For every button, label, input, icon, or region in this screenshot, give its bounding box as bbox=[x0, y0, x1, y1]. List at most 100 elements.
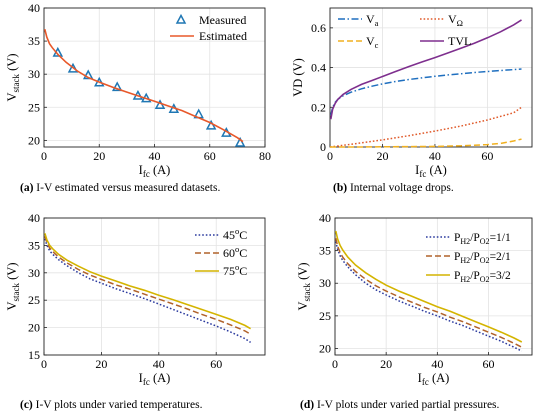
series-line-3 bbox=[330, 19, 522, 120]
y-tick-label: 35 bbox=[319, 244, 331, 258]
legend-label-sub2: O2 bbox=[480, 237, 490, 246]
legend-label-tail: =2/1 bbox=[490, 251, 511, 263]
y-axis-label-main: V bbox=[296, 301, 310, 310]
series-line-1 bbox=[329, 106, 522, 148]
x-axis-label: Ifc (A) bbox=[139, 371, 171, 387]
legend-marker bbox=[175, 13, 187, 24]
x-tick-label: 60 bbox=[204, 149, 216, 163]
y-axis-label-unit: (V) bbox=[5, 53, 19, 73]
legend-label-mid: /P bbox=[470, 270, 480, 282]
x-axis-label-sub: fc bbox=[422, 377, 429, 387]
data-point-measured bbox=[234, 136, 246, 147]
x-axis-label-unit: (A) bbox=[150, 163, 170, 177]
legend-label-mid: /P bbox=[470, 232, 480, 244]
legend-label: Estimated bbox=[199, 29, 247, 43]
y-axis-label: Vstack (V) bbox=[5, 262, 21, 310]
x-axis-label-unit: (A) bbox=[150, 371, 170, 385]
x-tick-label: 20 bbox=[95, 357, 107, 371]
x-axis-label-sub: fc bbox=[419, 169, 426, 179]
x-tick-label: 40 bbox=[429, 149, 441, 163]
series-line-0 bbox=[335, 241, 523, 352]
legend-label-main: V bbox=[366, 12, 375, 26]
caption-b: (b) Internal voltage drops. bbox=[333, 182, 454, 194]
y-tick-label: 0.6 bbox=[311, 21, 326, 35]
caption-d: (d) I-V plots under varied partial press… bbox=[300, 399, 499, 411]
legend-label-main: 60 bbox=[223, 246, 235, 260]
series-line-0 bbox=[44, 238, 252, 344]
legend-label-main: TVL bbox=[448, 34, 471, 48]
legend-label-sub2: O2 bbox=[480, 275, 490, 284]
y-axis-label-sub: stack bbox=[11, 73, 21, 92]
y-axis-label: Vstack (V) bbox=[5, 53, 21, 101]
legend-label-main: 45 bbox=[223, 228, 235, 242]
legend: Measured Estimated bbox=[170, 13, 247, 43]
y-tick-label: 20 bbox=[28, 133, 40, 147]
y-axis-label-main: V bbox=[5, 301, 19, 310]
x-tick-label: 0 bbox=[41, 149, 47, 163]
legend-label-degree: o bbox=[235, 226, 239, 236]
data-point-measured bbox=[67, 62, 79, 73]
x-axis-label-unit: (A) bbox=[426, 163, 446, 177]
legend-label-sub: c bbox=[375, 40, 379, 50]
x-tick-label: 60 bbox=[210, 357, 222, 371]
series-line-1 bbox=[44, 29, 244, 143]
legend-label-sub: Ω bbox=[457, 18, 463, 28]
legend-label-tail: =1/1 bbox=[490, 232, 511, 244]
y-tick-label: 40 bbox=[28, 1, 40, 15]
y-axis-label: VD (V) bbox=[291, 58, 305, 97]
legend-label-main: V bbox=[366, 34, 375, 48]
legend-label-tail: =3/2 bbox=[490, 270, 511, 282]
legend-label-unit: C bbox=[239, 246, 247, 260]
y-axis-label-unit: (V) bbox=[5, 262, 19, 282]
legend-label: Va bbox=[366, 12, 379, 28]
x-axis-label-unit: (A) bbox=[429, 371, 449, 385]
y-tick-label: 30 bbox=[28, 266, 40, 280]
y-tick-label: 0 bbox=[320, 140, 326, 154]
axes-frame bbox=[334, 217, 533, 356]
legend-label-p: P bbox=[454, 232, 460, 244]
x-tick-label: 20 bbox=[380, 357, 392, 371]
y-tick-label: 35 bbox=[28, 238, 40, 252]
data-point-measured bbox=[82, 69, 94, 80]
y-tick-label: 30 bbox=[28, 67, 40, 81]
legend-label-degree: o bbox=[235, 244, 239, 254]
caption-d-letter: (d) bbox=[300, 399, 315, 411]
legend-label-sub: a bbox=[375, 18, 379, 28]
x-axis-label-sub: fc bbox=[143, 377, 150, 387]
y-tick-label: 0.2 bbox=[311, 100, 326, 114]
legend-label: Vc bbox=[366, 34, 379, 50]
legend-label-degree: o bbox=[235, 262, 239, 272]
y-tick-label: 35 bbox=[28, 34, 40, 48]
series-line-0 bbox=[330, 68, 522, 116]
legend-label-unit: C bbox=[239, 228, 247, 242]
y-tick-label: 25 bbox=[319, 309, 331, 323]
legend-label-main: 75 bbox=[223, 264, 235, 278]
x-tick-label: 0 bbox=[332, 357, 338, 371]
y-tick-label: 0.4 bbox=[311, 61, 326, 75]
x-axis-label: Ifc (A) bbox=[418, 371, 450, 387]
y-axis-label-sub: stack bbox=[11, 282, 21, 301]
legend-label: 45oC bbox=[223, 226, 247, 242]
y-tick-label: 30 bbox=[319, 276, 331, 290]
x-axis-label: Ifc (A) bbox=[139, 163, 171, 179]
x-tick-label: 60 bbox=[483, 357, 495, 371]
x-axis-label-main: I bbox=[415, 163, 419, 177]
y-axis-label-unit: (V) bbox=[296, 262, 310, 282]
y-axis-label-main: V bbox=[5, 92, 19, 101]
legend-label: PH2/PO2=1/1 bbox=[454, 232, 511, 246]
series-line-1 bbox=[335, 238, 523, 348]
legend-label: Measured bbox=[199, 13, 246, 27]
y-axis-label-sub: stack bbox=[302, 282, 312, 301]
legend-label: TVL bbox=[448, 34, 471, 48]
y-tick-label: 20 bbox=[28, 321, 40, 335]
x-tick-label: 20 bbox=[376, 149, 388, 163]
legend-label: PH2/PO2=2/1 bbox=[454, 251, 511, 265]
y-axis-label: Vstack (V) bbox=[296, 262, 312, 310]
series-line-2 bbox=[335, 230, 523, 343]
